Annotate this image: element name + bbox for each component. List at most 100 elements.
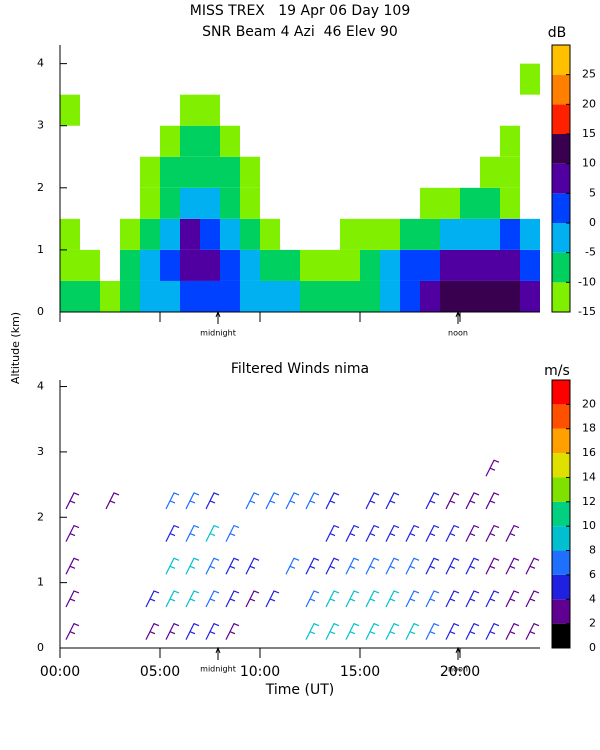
- wind-barb: [65, 622, 80, 640]
- wind-barb: [485, 590, 500, 608]
- wind-barb: [465, 492, 480, 510]
- colorbar-swatch: [552, 428, 570, 454]
- heatmap-cell: [220, 125, 240, 157]
- heatmap-cell: [80, 249, 100, 281]
- heatmap-cell: [60, 218, 80, 250]
- wind-barb: [485, 557, 500, 575]
- heatmap-cell: [260, 249, 280, 281]
- colorbar-swatch: [552, 550, 570, 575]
- wind-barb: [305, 557, 320, 575]
- colorbar-swatch: [552, 163, 570, 194]
- colorbar-frame: [551, 379, 571, 649]
- heatmap-cell: [240, 280, 260, 312]
- colorbar-tick-label: 6: [589, 568, 596, 581]
- wind-barb: [345, 557, 360, 575]
- wind-barb: [525, 590, 540, 608]
- wind-barb: [165, 622, 180, 640]
- wind-barb: [445, 492, 460, 510]
- heatmap-cell: [140, 280, 160, 312]
- x-tick-label: 20:00: [440, 664, 480, 680]
- wind-barb: [465, 622, 480, 640]
- heatmap-cell: [180, 280, 200, 312]
- heatmap-cell: [380, 218, 400, 250]
- colorbar-swatch: [552, 623, 570, 648]
- colorbar-swatch: [552, 404, 570, 429]
- annotation-label: noon: [448, 665, 468, 674]
- wind-barb: [425, 622, 440, 640]
- wind-barb: [285, 557, 300, 575]
- x-tick-label: 15:00: [340, 664, 380, 680]
- heatmap-cell: [180, 187, 200, 219]
- heatmap-cell: [260, 280, 280, 312]
- colorbar-tick-label: 10: [582, 157, 596, 170]
- heatmap-cell: [480, 249, 500, 281]
- heatmap-cell: [100, 280, 120, 312]
- colorbar-tick-label: 25: [582, 68, 596, 81]
- x-tick-label: 10:00: [240, 664, 280, 680]
- wind-barb: [425, 524, 440, 542]
- colorbar-tick-label: 8: [589, 544, 596, 557]
- wind-barb: [485, 622, 500, 640]
- heatmap-cell: [520, 218, 540, 250]
- colorbar-tick-label: 14: [582, 470, 596, 483]
- heatmap-cell: [160, 218, 180, 250]
- colorbar-swatch: [552, 282, 570, 312]
- wind-barb: [165, 557, 180, 575]
- wind-barb: [505, 557, 520, 575]
- colorbar-tick-label: 20: [582, 97, 596, 110]
- y-tick-label: 1: [37, 576, 44, 589]
- annotation-marker: [215, 310, 221, 324]
- colorbar-tick-label: -10: [578, 275, 596, 288]
- heatmap-cell: [320, 280, 340, 312]
- heatmap-cell: [500, 280, 520, 312]
- heatmap-cell: [60, 94, 80, 126]
- wind-barb: [325, 590, 340, 608]
- heatmap-cell: [500, 249, 520, 281]
- heatmap-cell: [180, 218, 200, 250]
- colorbar-tick-label: 0: [589, 641, 596, 654]
- wind-barb: [245, 492, 260, 510]
- wind-barb: [225, 622, 240, 640]
- heatmap-cell: [420, 187, 440, 219]
- heatmap-cell: [420, 249, 440, 281]
- wind-barb: [385, 557, 400, 575]
- heatmap-cell: [200, 187, 220, 219]
- wind-barb: [205, 590, 220, 608]
- wind-barb: [365, 557, 380, 575]
- x-tick-label: 00:00: [40, 664, 80, 680]
- wind-barb: [305, 492, 320, 510]
- heatmap-cell: [380, 249, 400, 281]
- wind-barb: [485, 459, 500, 477]
- heatmap-cell: [440, 218, 460, 250]
- heatmap-cell: [240, 249, 260, 281]
- chart-subtitle: SNR Beam 4 Azi 46 Elev 90: [202, 24, 398, 40]
- heatmap-cell: [240, 187, 260, 219]
- wind-barb: [165, 492, 180, 510]
- colorbar-frame: [551, 44, 571, 313]
- wind-barb: [425, 492, 440, 510]
- colorbar-tick-label: 18: [582, 422, 596, 435]
- heatmap-cell: [160, 187, 180, 219]
- wind-barb: [65, 590, 80, 608]
- heatmap-cell: [340, 280, 360, 312]
- y-tick-label: 3: [37, 445, 44, 458]
- heatmap-cell: [500, 156, 520, 188]
- wind-barb: [185, 622, 200, 640]
- heatmap-cell: [180, 125, 200, 157]
- heatmap-cell: [440, 280, 460, 312]
- wind-barb: [405, 622, 420, 640]
- wind-barb: [365, 524, 380, 542]
- colorbar-tick-label: 12: [582, 495, 596, 508]
- y-tick-label: 2: [37, 510, 44, 523]
- colorbar-label: dB: [548, 25, 567, 41]
- heatmap-cell: [340, 249, 360, 281]
- wind-barb: [205, 492, 220, 510]
- heatmap-cell: [200, 280, 220, 312]
- wind-barb: [325, 557, 340, 575]
- heatmap-cell: [300, 249, 320, 281]
- wind-barb: [165, 524, 180, 542]
- wind-barb: [365, 590, 380, 608]
- wind-barb: [185, 590, 200, 608]
- colorbar-swatch: [552, 599, 570, 624]
- heatmap-cell: [240, 156, 260, 188]
